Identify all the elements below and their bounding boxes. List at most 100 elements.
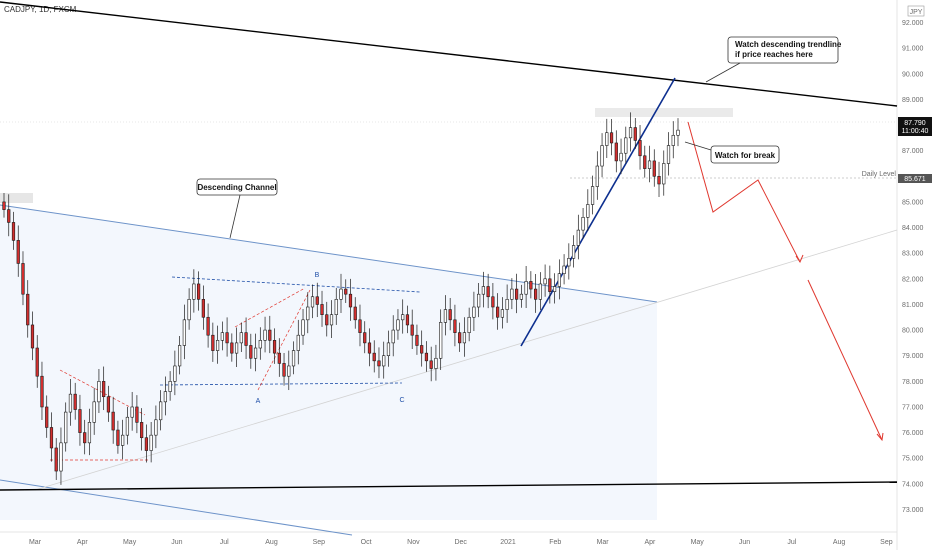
candle-bearish (2, 201, 6, 210)
candle-bullish (619, 152, 623, 162)
candle-bearish (315, 296, 319, 305)
candle-bearish (45, 406, 49, 428)
candle-bearish (515, 288, 519, 300)
candle-bearish (486, 286, 490, 298)
time-tick-label: Dec (454, 539, 467, 546)
candle-bullish (92, 401, 96, 423)
last-price-value: 87.790 (904, 120, 926, 127)
candle-bearish (353, 306, 357, 321)
candle-bullish (329, 314, 334, 326)
candle-bearish (638, 140, 642, 157)
price-tick-label: 89.000 (902, 97, 924, 104)
pattern-point-a: A (256, 398, 261, 405)
time-tick-label: Jul (220, 539, 229, 546)
candle-bearish (529, 281, 533, 290)
candle-bearish (458, 332, 462, 344)
time-tick-label: Apr (77, 539, 89, 546)
candle-bearish (448, 309, 452, 321)
candle-bearish (26, 293, 30, 326)
candle-bearish (367, 342, 372, 354)
watch-trendline-callout[interactable] (727, 36, 839, 64)
projection-arrowhead-2 (876, 432, 884, 442)
candle-bearish (652, 160, 656, 177)
price-tick-label: 84.000 (902, 225, 924, 232)
range-top-dashed (171, 276, 421, 293)
candle-bearish (49, 427, 54, 449)
candle-bullish (443, 309, 448, 323)
candle-bearish (325, 314, 329, 326)
candle-bearish (348, 293, 353, 308)
time-tick-label: Jun (739, 539, 750, 546)
candle-bullish (173, 365, 177, 382)
candle-bearish (424, 352, 429, 362)
candle-bearish (429, 360, 433, 369)
candle-bearish (614, 142, 618, 162)
candle-bullish (382, 355, 386, 367)
candle-bullish (253, 347, 258, 359)
candle-bullish (334, 299, 338, 315)
candle-bullish (571, 245, 576, 259)
projection-arrowhead-1 (795, 254, 804, 264)
candle-bullish (130, 406, 134, 418)
candle-bullish (543, 278, 547, 285)
candle-bullish (301, 319, 305, 336)
price-tick-label: 77.000 (902, 404, 924, 411)
candle-bullish (467, 316, 471, 333)
candle-bullish (600, 145, 604, 167)
candle-bullish (647, 160, 652, 169)
price-tick-label: 73.000 (902, 507, 924, 514)
candle-bullish (519, 293, 523, 300)
pattern-point-b: B (315, 272, 320, 279)
candle-bearish (16, 240, 20, 264)
watch-break-label: Watch for break (715, 151, 776, 160)
candle-bullish (439, 322, 443, 359)
time-tick-label: Jun (171, 539, 182, 546)
time-tick-label: 2021 (500, 539, 516, 546)
candle-bullish (68, 393, 73, 413)
last-price-countdown: 11:00:40 (902, 128, 929, 135)
price-tick-label: 78.000 (902, 379, 924, 386)
price-tick-label: 85.000 (902, 199, 924, 206)
candle-bearish (244, 332, 248, 346)
price-tick-label: 83.000 (902, 251, 924, 258)
candle-bullish (666, 145, 671, 164)
candle-bullish (586, 204, 590, 218)
candle-bullish (576, 229, 580, 246)
candle-bearish (106, 396, 111, 413)
candle-bullish (628, 127, 633, 139)
projection-path-2 (807, 279, 883, 441)
candle-bullish (386, 342, 391, 357)
candle-bullish (662, 163, 666, 185)
price-tick-label: 92.000 (902, 20, 924, 27)
candle-bullish (510, 288, 514, 300)
candle-bullish (562, 265, 566, 274)
price-tick-label: 74.000 (902, 481, 924, 488)
candle-bearish (78, 409, 82, 433)
chart-symbol-title: CADJPY, 1D, FXCM (4, 5, 77, 14)
candle-bullish (538, 283, 542, 300)
watch-break-callout[interactable] (710, 145, 780, 164)
time-tick-label: Aug (265, 539, 278, 546)
candle-bearish (230, 342, 234, 354)
candle-bearish (420, 345, 424, 354)
candle-bearish (21, 263, 25, 295)
time-axis[interactable]: Mar Apr May Jun Jul Aug Sep Oct Nov Dec 2021 Feb Mar… (29, 539, 893, 546)
price-tick-label: 75.000 (902, 456, 924, 463)
candle-bullish (310, 296, 315, 308)
candle-bullish (557, 273, 561, 287)
time-tick-label: Oct (361, 539, 372, 546)
candle-bullish (220, 332, 224, 341)
candle-bullish (472, 306, 476, 318)
rising-trendline (520, 77, 676, 347)
candle-bullish (168, 381, 172, 392)
descending-channel-callout[interactable] (196, 178, 278, 196)
candle-bullish (434, 357, 438, 369)
candle-bullish (462, 332, 467, 344)
watch-trendline-label-2: if price reaches here (735, 50, 813, 59)
candle-bullish (159, 401, 163, 421)
descending-channel-label: Descending Channel (197, 183, 276, 192)
callout-pointer (229, 194, 241, 239)
time-tick-label: Aug (833, 539, 846, 546)
